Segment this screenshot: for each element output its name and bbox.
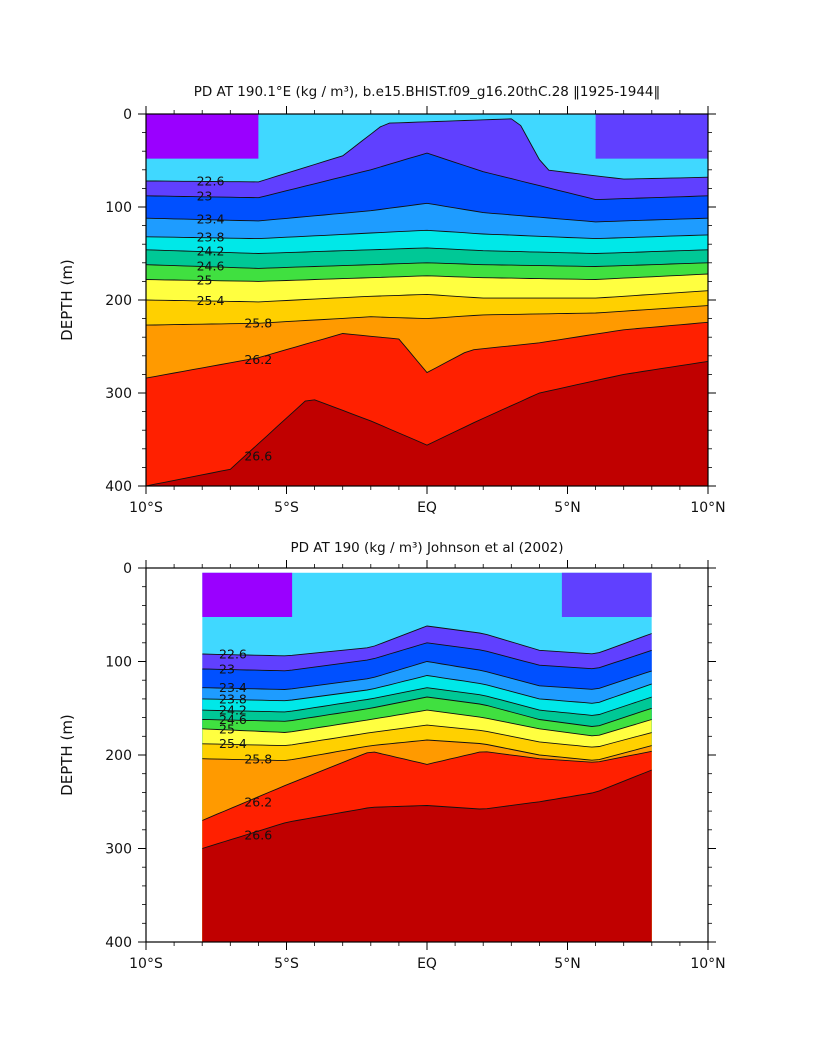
contour-label: 23.8 (197, 230, 225, 245)
contour-line-26.2 (146, 321, 708, 379)
contour-label: 23 (197, 189, 213, 204)
top-panel-title: PD AT 190.1°E (kg / m³), b.e15.BHIST.f09… (194, 84, 661, 100)
contour-label: 26.6 (244, 827, 272, 842)
contour-line-26.6 (146, 360, 708, 486)
contour-line-25.4 (202, 724, 652, 748)
contour-label: 25 (197, 272, 213, 287)
bottom-contour-panel: PD AT 190 (kg / m³) Johnson et al (2002)… (58, 540, 726, 972)
contour-lines (202, 625, 652, 849)
contour-line-25.8 (146, 305, 708, 326)
contour-line-24.6 (146, 262, 708, 269)
contour-line-22.6 (146, 118, 708, 183)
y-tick-label: 400 (105, 935, 132, 951)
contour-line-25 (146, 273, 708, 282)
contour-fill-26.6 (146, 361, 708, 486)
y-axis-label: DEPTH (m) (58, 259, 76, 341)
contour-label: 24.2 (197, 243, 225, 258)
contour-label: 24.6 (219, 712, 247, 727)
top-contour-panel: PD AT 190.1°E (kg / m³), b.e15.BHIST.f09… (58, 84, 726, 516)
contour-label: 22.6 (197, 173, 225, 188)
y-tick-label: 300 (105, 386, 132, 402)
contour-line-24.6 (202, 696, 652, 727)
contour-label: 22.6 (219, 646, 247, 661)
x-tick-label: 10°S (129, 956, 163, 972)
x-tick-label: 10°N (690, 500, 725, 516)
contour-label: 23.4 (197, 211, 225, 226)
contour-line-23.8 (146, 229, 708, 240)
contour-fill-26.6 (202, 770, 652, 942)
y-tick-label: 100 (105, 200, 132, 216)
contour-label: 23.8 (219, 691, 247, 706)
contour-label: 24.2 (219, 702, 247, 717)
contour-label: 24.6 (197, 258, 225, 273)
y-tick-label: 200 (105, 748, 132, 764)
contour-line-24.2 (202, 687, 652, 716)
corner-fill-east (595, 114, 708, 159)
corner-fill-west (202, 572, 293, 617)
contour-label: 25.4 (219, 736, 247, 751)
contour-line-23.4 (146, 202, 708, 223)
contour-line-25 (202, 709, 652, 737)
x-tick-label: EQ (417, 956, 437, 972)
contour-label: 25.4 (197, 293, 225, 308)
x-tick-label: 5°S (274, 500, 299, 516)
contour-line-23 (146, 152, 708, 201)
corner-fill-east (561, 572, 652, 617)
contour-label: 23.4 (219, 680, 247, 695)
x-tick-label: 10°N (690, 956, 725, 972)
contour-fills (202, 572, 652, 942)
contour-line-23 (202, 642, 652, 672)
contour-label: 23 (219, 661, 235, 676)
contour-line-25.8 (202, 739, 652, 762)
contour-line-26.2 (202, 750, 652, 821)
contour-line-25.4 (146, 290, 708, 303)
contour-label: 26.6 (244, 448, 272, 463)
contour-label: 25 (219, 722, 235, 737)
corner-fill-west (146, 114, 259, 159)
x-tick-label: EQ (417, 500, 437, 516)
contour-label: 26.2 (244, 352, 272, 367)
y-tick-label: 0 (123, 561, 132, 577)
y-axis-label: DEPTH (m) (58, 714, 76, 796)
contour-label: 25.8 (244, 315, 272, 330)
contour-label: 25.8 (244, 752, 272, 767)
contour-line-23.8 (202, 675, 652, 704)
contour-fills (146, 114, 708, 486)
contour-label: 26.2 (244, 795, 272, 810)
y-tick-label: 200 (105, 293, 132, 309)
x-tick-label: 5°N (554, 500, 580, 516)
contour-line-26.6 (202, 769, 652, 849)
contour-line-22.6 (202, 625, 652, 657)
bottom-panel-title: PD AT 190 (kg / m³) Johnson et al (2002) (290, 540, 563, 556)
contour-lines (146, 118, 708, 486)
x-tick-label: 5°N (554, 956, 580, 972)
contour-line-24.2 (146, 247, 708, 254)
y-tick-label: 0 (123, 107, 132, 123)
x-tick-label: 10°S (129, 500, 163, 516)
y-tick-label: 300 (105, 842, 132, 858)
contour-line-23.4 (202, 661, 652, 690)
y-tick-label: 100 (105, 655, 132, 671)
y-tick-label: 400 (105, 479, 132, 495)
x-tick-label: 5°S (274, 956, 299, 972)
